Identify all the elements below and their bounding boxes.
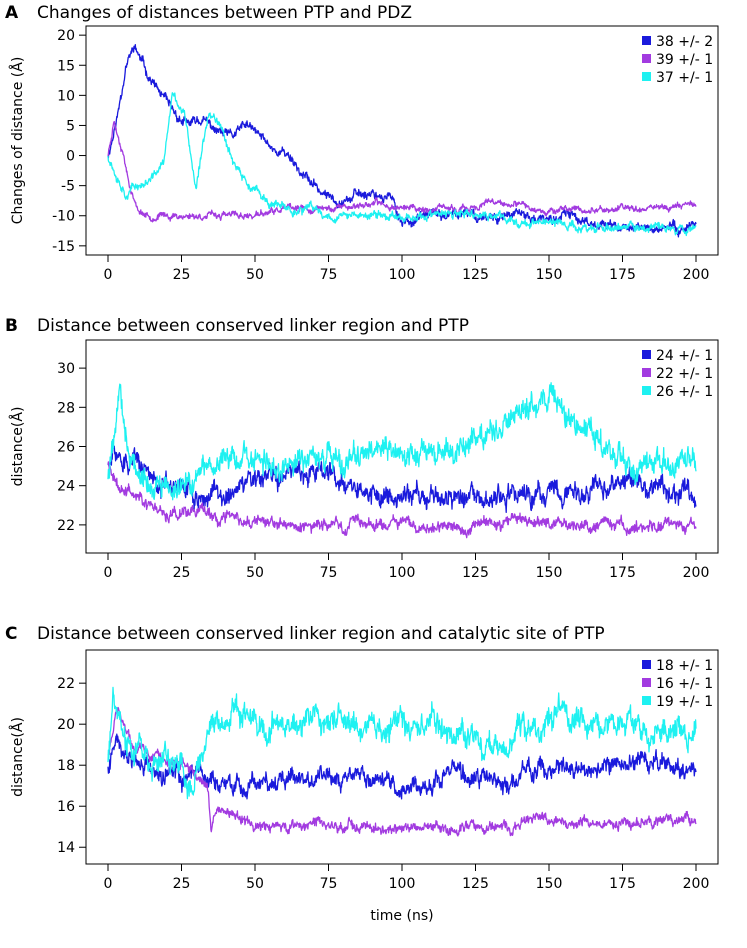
series-line-3 <box>107 686 697 800</box>
legend-label: 26 +/- 1 <box>656 384 713 400</box>
x-tick-label: 50 <box>246 876 264 892</box>
legend-swatch <box>642 696 651 705</box>
y-tick-label: 15 <box>57 58 75 74</box>
x-tick-label: 75 <box>320 565 338 581</box>
x-tick-label: 75 <box>320 876 338 892</box>
series-line-1 <box>107 445 697 513</box>
x-tick-label: 50 <box>246 565 264 581</box>
legend-label: 22 +/- 1 <box>656 366 713 382</box>
x-tick-label: 25 <box>173 565 191 581</box>
legend-swatch <box>642 386 651 395</box>
x-tick-label: 125 <box>462 267 489 283</box>
legend-label: 38 +/- 2 <box>656 34 713 50</box>
y-tick-label: 20 <box>57 717 75 733</box>
panel-label: A <box>5 3 19 23</box>
y-tick-label: 24 <box>57 479 75 495</box>
legend-label: 39 +/- 1 <box>656 52 713 68</box>
y-tick-label: 28 <box>57 400 75 416</box>
x-tick-label: 25 <box>173 876 191 892</box>
x-tick-label: 200 <box>683 876 710 892</box>
legend-label: 19 +/- 1 <box>656 694 713 710</box>
y-tick-label: 22 <box>57 676 75 692</box>
y-axis-title: Changes of distance (Å) <box>9 57 26 225</box>
x-tick-label: 125 <box>462 876 489 892</box>
x-axis-title: time (ns) <box>370 908 433 924</box>
y-tick-label: -5 <box>61 179 75 195</box>
legend-swatch <box>642 350 651 359</box>
x-tick-label: 0 <box>104 565 113 581</box>
series-line-1 <box>107 733 697 800</box>
y-tick-label: 5 <box>66 118 75 134</box>
x-tick-label: 175 <box>609 565 636 581</box>
x-tick-label: 150 <box>536 267 563 283</box>
series-line-2 <box>107 706 697 837</box>
series-line-3 <box>107 382 697 501</box>
x-tick-label: 100 <box>389 565 416 581</box>
legend-swatch <box>642 36 651 45</box>
series-line-2 <box>107 461 697 539</box>
chart-title: Changes of distances between PTP and PDZ <box>37 3 412 23</box>
x-tick-label: 0 <box>104 267 113 283</box>
y-tick-label: 30 <box>57 361 75 377</box>
legend-label: 24 +/- 1 <box>656 348 713 364</box>
panel-label: C <box>5 624 17 644</box>
y-tick-label: -10 <box>52 209 75 225</box>
chart-title: Distance between conserved linker region… <box>37 316 469 336</box>
y-axis-title: distance(Å) <box>9 407 26 487</box>
x-tick-label: 125 <box>462 565 489 581</box>
legend: 24 +/- 1 22 +/- 1 26 +/- 1 <box>642 348 713 400</box>
x-tick-label: 50 <box>246 267 264 283</box>
y-tick-label: 14 <box>57 840 75 856</box>
y-tick-label: 16 <box>57 799 75 815</box>
y-tick-label: 22 <box>57 518 75 534</box>
chart-panel-B: B Distance between conserved linker regio… <box>5 316 719 581</box>
legend-swatch <box>642 54 651 63</box>
x-tick-label: 200 <box>683 565 710 581</box>
y-tick-label: 0 <box>66 149 75 165</box>
y-tick-label: 20 <box>57 28 75 44</box>
series-line-2 <box>107 120 697 223</box>
x-tick-label: 200 <box>683 267 710 283</box>
legend: 38 +/- 2 39 +/- 1 37 +/- 1 <box>642 34 713 86</box>
chart-panel-A: A Changes of distances between PTP and PD… <box>5 3 719 283</box>
panel-label: B <box>5 316 18 336</box>
x-tick-label: 175 <box>609 876 636 892</box>
x-tick-label: 75 <box>320 267 338 283</box>
legend: 18 +/- 1 16 +/- 1 19 +/- 1 <box>642 658 713 710</box>
x-tick-label: 150 <box>536 565 563 581</box>
legend-label: 18 +/- 1 <box>656 658 713 674</box>
x-tick-label: 175 <box>609 267 636 283</box>
x-tick-label: 100 <box>389 876 416 892</box>
y-tick-label: 18 <box>57 758 75 774</box>
y-tick-label: -15 <box>52 239 75 255</box>
y-tick-label: 10 <box>57 88 75 104</box>
x-tick-label: 150 <box>536 876 563 892</box>
y-tick-label: 26 <box>57 440 75 456</box>
y-axis-title: distance(Å) <box>9 717 26 797</box>
chart-panel-C: C Distance between conserved linker regio… <box>5 624 719 924</box>
legend-swatch <box>642 368 651 377</box>
legend-swatch <box>642 660 651 669</box>
legend-label: 16 +/- 1 <box>656 676 713 692</box>
x-tick-label: 25 <box>173 267 191 283</box>
legend-swatch <box>642 72 651 81</box>
legend-label: 37 +/- 1 <box>656 70 713 86</box>
legend-swatch <box>642 678 651 687</box>
x-tick-label: 100 <box>389 267 416 283</box>
chart-title: Distance between conserved linker region… <box>37 624 605 644</box>
x-tick-label: 0 <box>104 876 113 892</box>
series-line-3 <box>107 92 697 237</box>
